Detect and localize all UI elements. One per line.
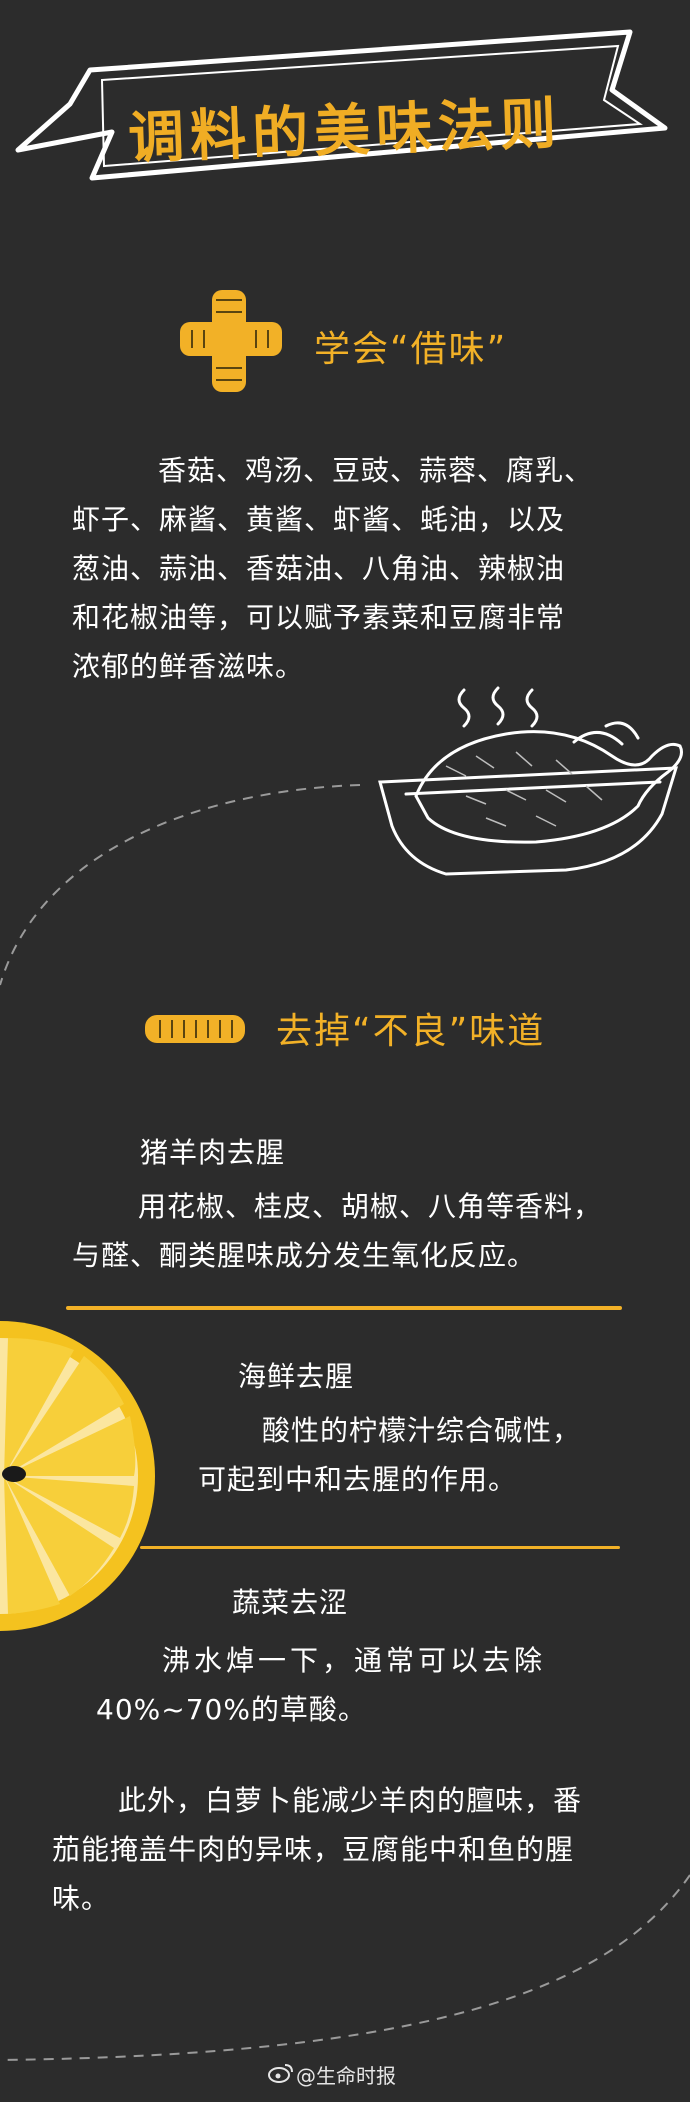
seafood-title: 海鲜去腥: [238, 1360, 355, 1393]
vegetable-line: 沸水焯一下，通常可以去除: [162, 1644, 547, 1677]
weibo-icon: [268, 2064, 293, 2083]
footer-credit: @生命时报: [296, 2064, 396, 2088]
minus-icon: [145, 1015, 245, 1043]
vegetable-body: 沸水焯一下，通常可以去除 40%~70%的草酸。: [96, 1636, 546, 1734]
meat-line: 用花椒、桂皮、胡椒、八角等香料，: [138, 1190, 603, 1223]
seafood-line: 可起到中和去腥的作用。: [198, 1463, 518, 1496]
vegetable-title: 蔬菜去涩: [232, 1586, 349, 1619]
extra-body: 此外，白萝卜能减少羊肉的膻味，番 茄能掩盖牛肉的异味，豆腐能中和鱼的腥 味。: [52, 1776, 582, 1923]
extra-line: 味。: [52, 1882, 111, 1915]
extra-line: 此外，白萝卜能减少羊肉的膻味，番: [118, 1784, 583, 1817]
meat-body: 用花椒、桂皮、胡椒、八角等香料， 与醛、酮类腥味成分发生氧化反应。: [72, 1182, 602, 1280]
plus-icon: [180, 290, 282, 392]
meat-line: 与醛、酮类腥味成分发生氧化反应。: [72, 1239, 537, 1272]
section1-line: 和花椒油等，可以赋予素菜和豆腐非常: [72, 601, 566, 634]
vegetable-line: 40%~70%的草酸。: [96, 1693, 367, 1726]
meat-title: 猪羊肉去腥: [140, 1136, 286, 1169]
seafood-line: 酸性的柠檬汁综合碱性，: [262, 1414, 582, 1447]
title-banner: [15, 29, 668, 181]
divider-line: [140, 1546, 620, 1549]
section2-heading: 去掉“不良”味道: [276, 1011, 546, 1052]
section1-line: 浓郁的鲜香滋味。: [72, 650, 305, 683]
section1-body: 香菇、鸡汤、豆豉、蒜蓉、腐乳、 虾子、麻酱、黄酱、虾酱、蚝油，以及 葱油、蒜油、…: [72, 446, 593, 691]
section1-line: 虾子、麻酱、黄酱、虾酱、蚝油，以及: [72, 503, 566, 536]
section1-line: 葱油、蒜油、香菇油、八角油、辣椒油: [72, 552, 566, 585]
roast-chicken-illustration: [378, 686, 683, 876]
extra-line: 茄能掩盖牛肉的异味，豆腐能中和鱼的腥: [52, 1833, 575, 1866]
section1-line: 香菇、鸡汤、豆豉、蒜蓉、腐乳、: [158, 454, 594, 487]
seafood-body: 酸性的柠檬汁综合碱性， 可起到中和去腥的作用。: [198, 1406, 581, 1504]
section1-heading: 学会“借味”: [314, 329, 508, 370]
divider-line: [66, 1306, 622, 1310]
lemon-slice-illustration: [0, 1321, 155, 1631]
